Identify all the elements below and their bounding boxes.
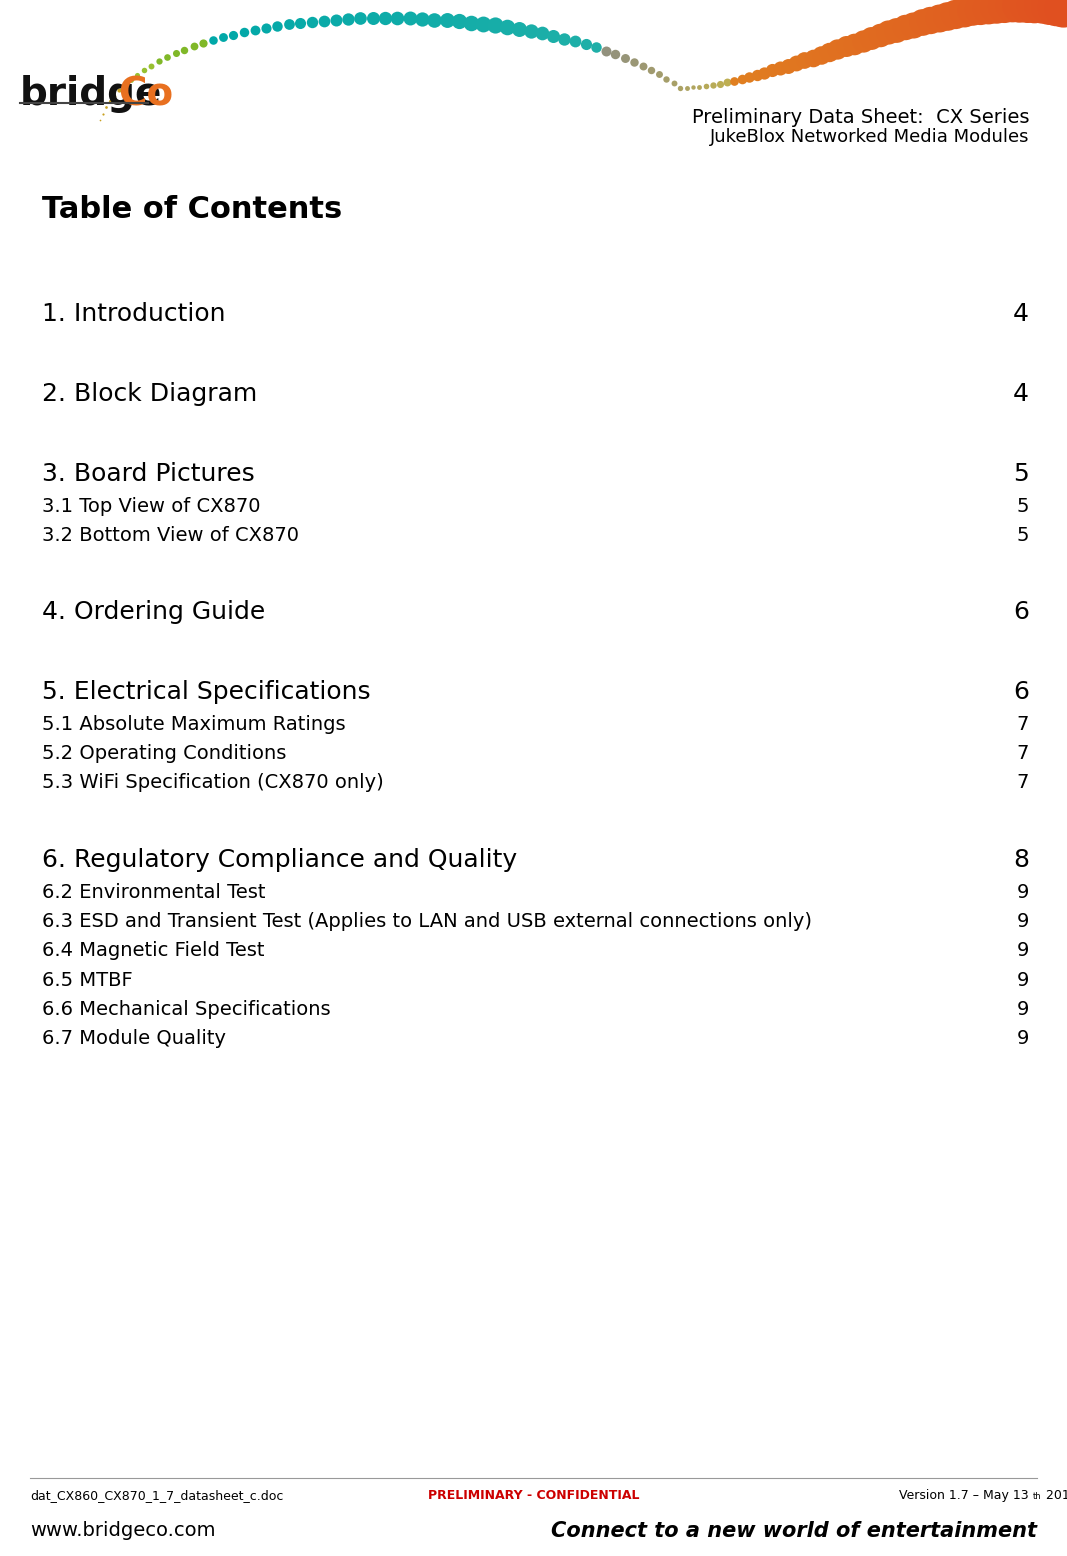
Text: 5. Electrical Specifications: 5. Electrical Specifications	[42, 680, 370, 703]
Text: 3.1 Top View of CX870: 3.1 Top View of CX870	[42, 496, 260, 515]
Text: Connect to a new world of entertainment: Connect to a new world of entertainment	[551, 1522, 1037, 1540]
Text: 5.2 Operating Conditions: 5.2 Operating Conditions	[42, 744, 286, 762]
Text: 2011 - Page 2 of 23: 2011 - Page 2 of 23	[1042, 1489, 1067, 1502]
Text: 5: 5	[1017, 496, 1029, 515]
Text: 5.3 WiFi Specification (CX870 only): 5.3 WiFi Specification (CX870 only)	[42, 773, 384, 792]
Text: 6.4 Magnetic Field Test: 6.4 Magnetic Field Test	[42, 941, 265, 960]
Text: 7: 7	[1017, 744, 1029, 762]
Text: 7: 7	[1017, 714, 1029, 734]
Text: 6: 6	[1013, 680, 1029, 703]
Text: Preliminary Data Sheet:  CX Series: Preliminary Data Sheet: CX Series	[691, 107, 1029, 128]
Text: Table of Contents: Table of Contents	[42, 194, 343, 224]
Text: 7: 7	[1017, 773, 1029, 792]
Text: 9: 9	[1017, 1029, 1029, 1049]
Text: 6.6 Mechanical Specifications: 6.6 Mechanical Specifications	[42, 1001, 331, 1019]
Text: 3.2 Bottom View of CX870: 3.2 Bottom View of CX870	[42, 526, 299, 545]
Text: Co: Co	[118, 75, 173, 114]
Text: 3. Board Pictures: 3. Board Pictures	[42, 462, 255, 485]
Text: 6.3 ESD and Transient Test (Applies to LAN and USB external connections only): 6.3 ESD and Transient Test (Applies to L…	[42, 912, 812, 930]
Text: Version 1.7 – May 13: Version 1.7 – May 13	[899, 1489, 1029, 1502]
Text: 9: 9	[1017, 912, 1029, 930]
Text: 6.2 Environmental Test: 6.2 Environmental Test	[42, 882, 266, 901]
Text: 9: 9	[1017, 971, 1029, 990]
Text: 9: 9	[1017, 941, 1029, 960]
Text: 6.7 Module Quality: 6.7 Module Quality	[42, 1029, 226, 1049]
Text: 4. Ordering Guide: 4. Ordering Guide	[42, 601, 266, 624]
Text: 2. Block Diagram: 2. Block Diagram	[42, 381, 257, 406]
Text: bridge: bridge	[20, 75, 162, 114]
Text: 4: 4	[1013, 302, 1029, 327]
Text: 5: 5	[1017, 526, 1029, 545]
Text: 6.5 MTBF: 6.5 MTBF	[42, 971, 132, 990]
Text: 1. Introduction: 1. Introduction	[42, 302, 225, 327]
Text: 9: 9	[1017, 1001, 1029, 1019]
Text: www.bridgeco.com: www.bridgeco.com	[30, 1522, 216, 1540]
Text: 5: 5	[1014, 462, 1029, 485]
Text: 6. Regulatory Compliance and Quality: 6. Regulatory Compliance and Quality	[42, 848, 517, 871]
Text: 8: 8	[1013, 848, 1029, 871]
Text: dat_CX860_CX870_1_7_datasheet_c.doc: dat_CX860_CX870_1_7_datasheet_c.doc	[30, 1489, 284, 1502]
Text: JukeBlox Networked Media Modules: JukeBlox Networked Media Modules	[710, 128, 1029, 146]
Text: th: th	[1033, 1492, 1041, 1502]
Text: 5.1 Absolute Maximum Ratings: 5.1 Absolute Maximum Ratings	[42, 714, 346, 734]
Text: 6: 6	[1013, 601, 1029, 624]
Text: 4: 4	[1013, 381, 1029, 406]
Text: 9: 9	[1017, 882, 1029, 901]
Text: PRELIMINARY - CONFIDENTIAL: PRELIMINARY - CONFIDENTIAL	[428, 1489, 639, 1502]
